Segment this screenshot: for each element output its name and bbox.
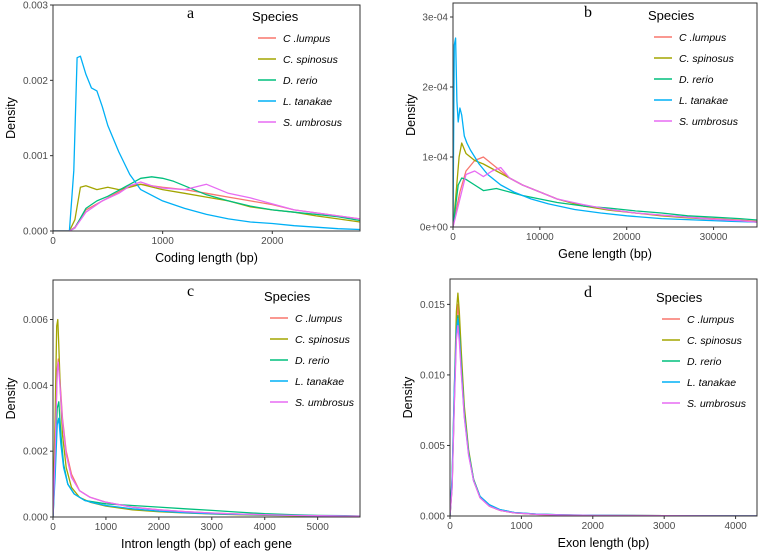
x-tick-label: 0: [50, 522, 56, 533]
series-line-s-umbrosus: [450, 324, 757, 516]
x-tick-label: 10000: [526, 232, 554, 243]
x-tick-label: 1000: [95, 522, 118, 533]
x-tick-label: 20000: [613, 232, 641, 243]
series-line-s-umbrosus: [453, 166, 757, 227]
y-tick-label: 0.000: [23, 513, 48, 524]
legend-label: C .lumpus: [295, 313, 343, 325]
panel-label: c: [187, 283, 194, 300]
x-tick-label: 0: [447, 521, 453, 532]
y-tick-label: 0.001: [23, 151, 48, 162]
series-line-l-tanakae: [53, 55, 360, 231]
legend-title: Species: [264, 289, 311, 304]
panel-label: b: [584, 4, 592, 21]
y-tick-label: 0.010: [420, 370, 445, 381]
y-axis-title: Density: [404, 93, 418, 135]
x-tick-label: 2000: [261, 236, 284, 247]
legend-title: Species: [648, 8, 695, 23]
series-group: [450, 292, 757, 516]
x-axis-title: Intron length (bp) of each gene: [121, 537, 292, 551]
x-tick-label: 0: [50, 236, 56, 247]
legend-label: L. tanakae: [283, 96, 332, 108]
panel-label: d: [584, 284, 592, 301]
series-line-s-umbrosus: [53, 181, 360, 231]
y-axis-title: Density: [401, 376, 415, 418]
legend-label: C. spinosus: [687, 335, 743, 347]
legend-label: D. rerio: [295, 355, 330, 367]
series-line-s-umbrosus: [53, 361, 360, 517]
y-tick-label: 0e+00: [420, 223, 449, 234]
legend-label: D. rerio: [679, 74, 714, 86]
series-group: [53, 318, 360, 517]
x-tick-label: 0: [450, 232, 456, 243]
y-tick-label: 2e-04: [422, 83, 448, 94]
y-tick-label: 1e-04: [422, 153, 448, 164]
legend: Species C .lumpus C. spinosus D. rerio L. ta…: [656, 290, 747, 410]
legend-label: D. rerio: [687, 356, 722, 368]
plot-background: [453, 3, 757, 227]
series-line-d-rerio: [53, 401, 360, 517]
panel-b: 0 10000 20000 30000 0e+00 1e-04 2e-04 3e-04 Gene…: [404, 2, 758, 261]
x-tick-label: 5000: [307, 522, 330, 533]
legend-label: C .lumpus: [679, 32, 727, 44]
y-tick-label: 0.000: [420, 512, 445, 523]
legend-label: S. umbrosus: [687, 398, 747, 410]
x-tick-label: 3000: [201, 522, 224, 533]
x-tick-label: 4000: [254, 522, 277, 533]
y-tick-label: 0.015: [420, 300, 445, 311]
series-line-d-rerio: [53, 176, 360, 231]
plot-background: [53, 280, 360, 517]
x-tick-label: 30000: [700, 232, 728, 243]
x-axis-title: Coding length (bp): [155, 251, 258, 265]
legend-label: C .lumpus: [687, 314, 735, 326]
panel-label: a: [187, 5, 194, 22]
x-tick-label: 3000: [653, 521, 676, 532]
x-axis-title: Exon length (bp): [558, 536, 650, 550]
legend-label: C. spinosus: [679, 53, 735, 65]
y-tick-label: 0.003: [23, 1, 48, 12]
plot-border: [449, 278, 758, 517]
series-group: [53, 55, 360, 231]
legend-title: Species: [252, 9, 299, 24]
plot-border: [452, 2, 758, 228]
y-tick-label: 0.006: [23, 315, 48, 326]
x-axis-title: Gene length (bp): [558, 247, 652, 261]
x-tick-label: 4000: [724, 521, 747, 532]
x-tick-label: 2000: [148, 522, 171, 533]
panel-d: 0 1000 2000 3000 4000 0.000 0.005 0.010 0.015 Exo…: [401, 278, 758, 550]
legend-label: C. spinosus: [295, 334, 351, 346]
legend: Species C .lumpus C. spinosus D. rerio L. ta…: [252, 9, 343, 129]
plot-border: [52, 279, 361, 518]
y-tick-label: 3e-04: [422, 13, 448, 24]
y-axis-title: Density: [4, 377, 18, 419]
x-tick-label: 1000: [510, 521, 533, 532]
panel-c: 0 1000 2000 3000 4000 5000 0.000 0.002 0.004 0.00…: [4, 279, 361, 551]
legend-label: D. rerio: [283, 75, 318, 87]
y-axis-title: Density: [4, 96, 18, 138]
y-tick-label: 0.004: [23, 381, 48, 392]
y-tick-label: 0.002: [23, 447, 48, 458]
plot-background: [450, 279, 757, 516]
x-tick-label: 1000: [152, 236, 175, 247]
legend-title: Species: [656, 290, 703, 305]
y-tick-label: 0.005: [420, 441, 445, 452]
legend-label: C .lumpus: [283, 33, 331, 45]
panel-a: 0 1000 2000 0.000 0.001 0.002 0.003 Coding leng…: [4, 1, 361, 265]
legend-label: C. spinosus: [283, 54, 339, 66]
y-tick-label: 0.002: [23, 76, 48, 87]
legend-label: L. tanakae: [679, 95, 728, 107]
legend: Species C .lumpus C. spinosus D. rerio L. ta…: [264, 289, 355, 409]
x-tick-label: 2000: [582, 521, 605, 532]
plot-border: [52, 4, 361, 232]
legend-label: S. umbrosus: [283, 117, 343, 129]
legend-label: S. umbrosus: [295, 397, 355, 409]
series-line-d-rerio: [453, 177, 757, 227]
legend: Species C .lumpus C. spinosus D. rerio L. ta…: [648, 8, 739, 128]
legend-label: S. umbrosus: [679, 116, 739, 128]
legend-label: L. tanakae: [687, 377, 736, 389]
series-group: [453, 37, 757, 227]
y-tick-label: 0.000: [23, 227, 48, 238]
legend-label: L. tanakae: [295, 376, 344, 388]
